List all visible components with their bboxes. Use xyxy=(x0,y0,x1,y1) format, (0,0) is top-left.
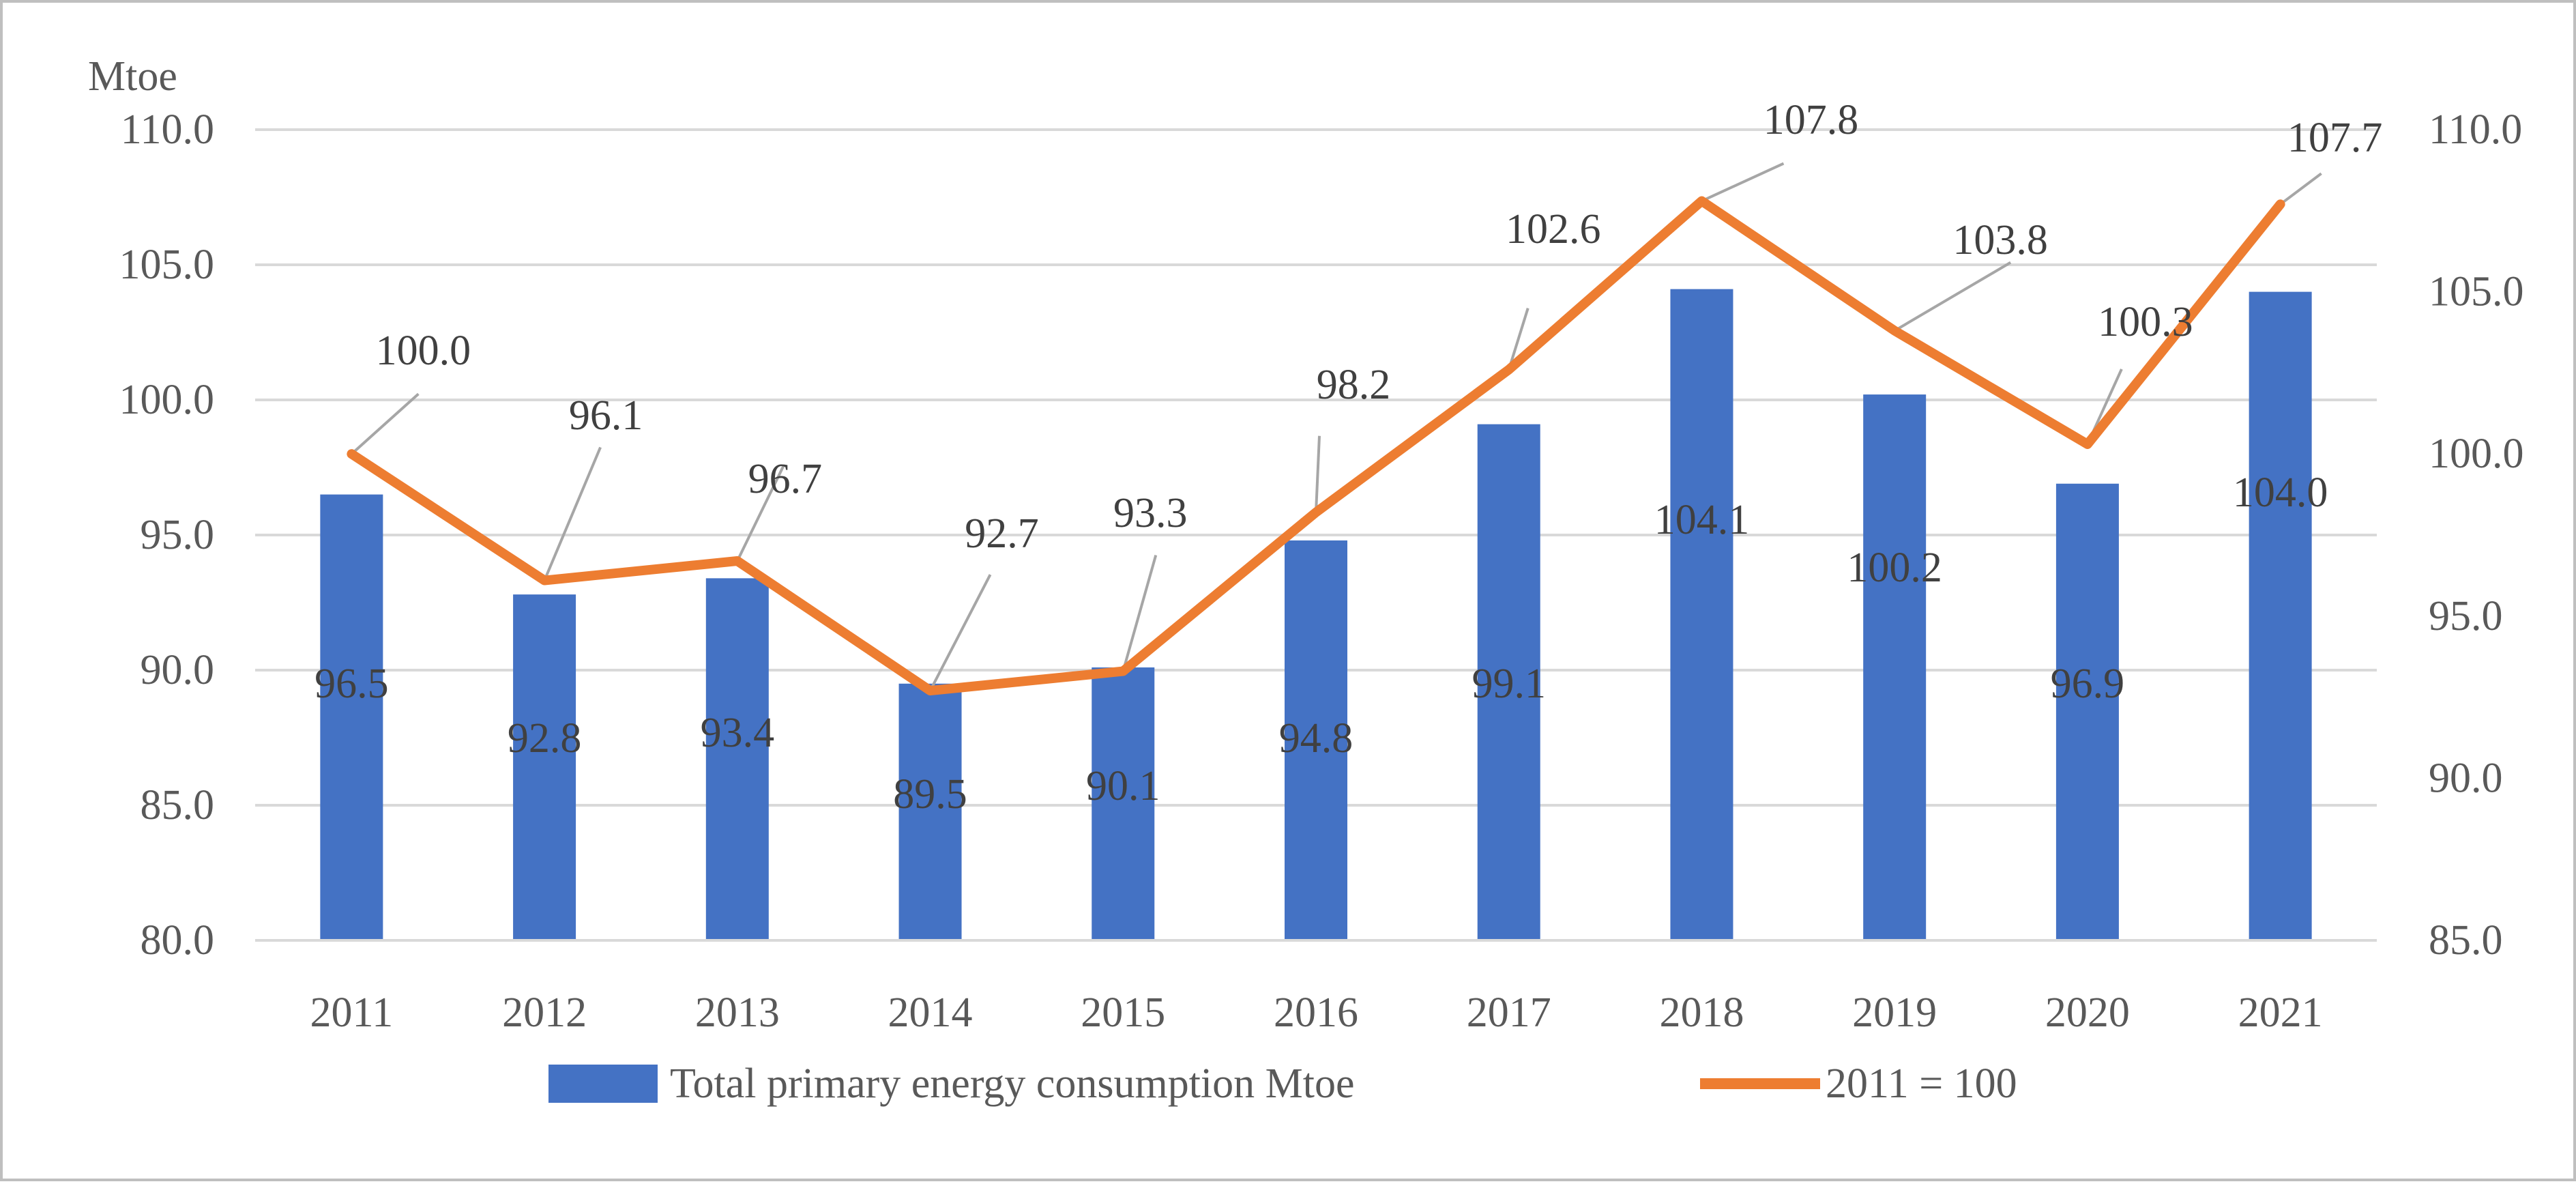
bar-2019 xyxy=(1863,394,1927,940)
x-axis-tick-label: 2021 xyxy=(2238,990,2323,1036)
leader-line-2013 xyxy=(736,465,785,562)
right-axis-tick-label: 90.0 xyxy=(2429,755,2503,801)
x-axis-tick-label: 2013 xyxy=(695,990,780,1036)
line-point-2017 xyxy=(1506,366,1512,373)
line-value-label-2018: 107.8 xyxy=(1763,97,1859,143)
left-axis-tick-label: 90.0 xyxy=(141,647,215,693)
bar-2020 xyxy=(2055,483,2119,940)
line-point-2014 xyxy=(927,688,933,694)
bar-value-label-2014: 89.5 xyxy=(893,771,967,818)
bar-value-label-2021: 104.0 xyxy=(2233,470,2328,516)
left-axis-tick-label: 105.0 xyxy=(119,242,215,288)
line-point-2011 xyxy=(349,451,355,457)
legend: Total primary energy consumption Mtoe 20… xyxy=(548,1060,2017,1107)
line-point-2015 xyxy=(1120,668,1126,674)
bar-series xyxy=(320,289,2312,941)
bar-value-label-2012: 92.8 xyxy=(508,715,582,762)
line-point-2021 xyxy=(2277,201,2283,207)
left-axis-unit-label: Mtoe xyxy=(88,53,177,100)
bar-value-label-2018: 104.1 xyxy=(1654,497,1750,543)
leader-line-2015 xyxy=(1122,555,1158,672)
line-point-2018 xyxy=(1699,198,1705,204)
bar-2012 xyxy=(513,594,576,940)
line-value-label-2020: 100.3 xyxy=(2098,299,2193,345)
bar-value-label-2015: 90.1 xyxy=(1086,763,1160,809)
line-value-label-2013: 96.7 xyxy=(748,456,823,502)
legend-bar-swatch xyxy=(548,1065,658,1103)
left-axis-tick-label: 100.0 xyxy=(119,377,215,423)
x-axis-tick-label: 2012 xyxy=(502,990,587,1036)
bar-2017 xyxy=(1477,424,1540,940)
line-value-label-2021: 107.7 xyxy=(2287,115,2383,161)
leader-line-2021 xyxy=(2279,172,2322,205)
right-axis-tick-label: 100.0 xyxy=(2429,431,2524,477)
line-point-2012 xyxy=(542,577,548,583)
line-point-2016 xyxy=(1313,509,1319,515)
line-value-label-2014: 92.7 xyxy=(965,510,1039,557)
line-value-label-2019: 103.8 xyxy=(1952,217,2048,263)
legend-line-label: 2011 = 100 xyxy=(1826,1060,2017,1107)
line-point-2013 xyxy=(734,558,740,564)
left-axis-tick-label: 80.0 xyxy=(141,917,215,964)
axes: Mtoe 80.0 85.0 90.0 95.0 100.0 105.0 110.0 85.0… xyxy=(88,53,2524,1036)
bar-2021 xyxy=(2249,291,2312,941)
line-point-2019 xyxy=(1892,328,1898,334)
bar-2014 xyxy=(898,683,962,940)
bar-value-label-2013: 93.4 xyxy=(701,710,775,756)
x-axis-tick-label: 2020 xyxy=(2045,990,2130,1036)
bar-2013 xyxy=(705,578,769,940)
bar-value-label-2016: 94.8 xyxy=(1279,715,1353,762)
left-axis-tick-label: 110.0 xyxy=(121,106,214,153)
left-axis-tick-label: 85.0 xyxy=(141,782,215,828)
x-axis-tick-label: 2015 xyxy=(1081,990,1165,1036)
leader-line-2019 xyxy=(1894,261,2012,332)
right-axis-tick-label: 95.0 xyxy=(2429,593,2503,639)
bar-value-label-2017: 99.1 xyxy=(1472,661,1546,707)
chart-svg: 96.5 92.8 93.4 89.5 90.1 94.8 99.1 104.1 100.2 96… xyxy=(88,53,2524,1107)
legend-bar-label: Total primary energy consumption Mtoe xyxy=(670,1060,1355,1107)
left-axis-tick-label: 95.0 xyxy=(141,512,215,558)
data-labels: 96.5 92.8 93.4 89.5 90.1 94.8 99.1 104.1 100.2 96… xyxy=(314,97,2382,818)
line-value-label-2012: 96.1 xyxy=(569,392,643,439)
bar-2015 xyxy=(1092,667,1155,940)
right-axis-tick-label: 105.0 xyxy=(2429,269,2524,315)
line-point-2020 xyxy=(2084,441,2090,447)
x-axis-tick-label: 2017 xyxy=(1467,990,1551,1036)
bar-value-label-2011: 96.5 xyxy=(314,661,389,707)
line-value-label-2015: 93.3 xyxy=(1113,490,1188,536)
bar-value-label-2020: 96.9 xyxy=(2051,661,2125,707)
leader-line-2011 xyxy=(351,392,420,455)
line-value-label-2011: 100.0 xyxy=(376,328,471,374)
right-axis-tick-label: 110.0 xyxy=(2429,106,2522,153)
x-axis-tick-label: 2018 xyxy=(1659,990,1744,1036)
line-value-label-2016: 98.2 xyxy=(1317,362,1391,408)
line-series xyxy=(347,196,2285,696)
leader-line-2016 xyxy=(1315,435,1321,512)
leader-line-2012 xyxy=(543,446,602,581)
leader-line-2018 xyxy=(1701,162,1785,203)
leader-line-2017 xyxy=(1507,308,1530,371)
bar-2018 xyxy=(1670,289,1733,940)
line-value-label-2017: 102.6 xyxy=(1506,206,1601,252)
x-axis-tick-label: 2014 xyxy=(888,990,973,1036)
leader-lines xyxy=(351,162,2322,692)
bar-2016 xyxy=(1285,540,1347,940)
bar-value-label-2019: 100.2 xyxy=(1847,545,1942,591)
bar-2011 xyxy=(320,494,383,940)
x-axis-tick-label: 2011 xyxy=(310,990,394,1036)
x-axis-tick-label: 2019 xyxy=(1852,990,1937,1036)
right-axis-tick-label: 85.0 xyxy=(2429,917,2503,964)
leader-line-2014 xyxy=(928,574,992,692)
x-axis-tick-label: 2016 xyxy=(1274,990,1358,1036)
